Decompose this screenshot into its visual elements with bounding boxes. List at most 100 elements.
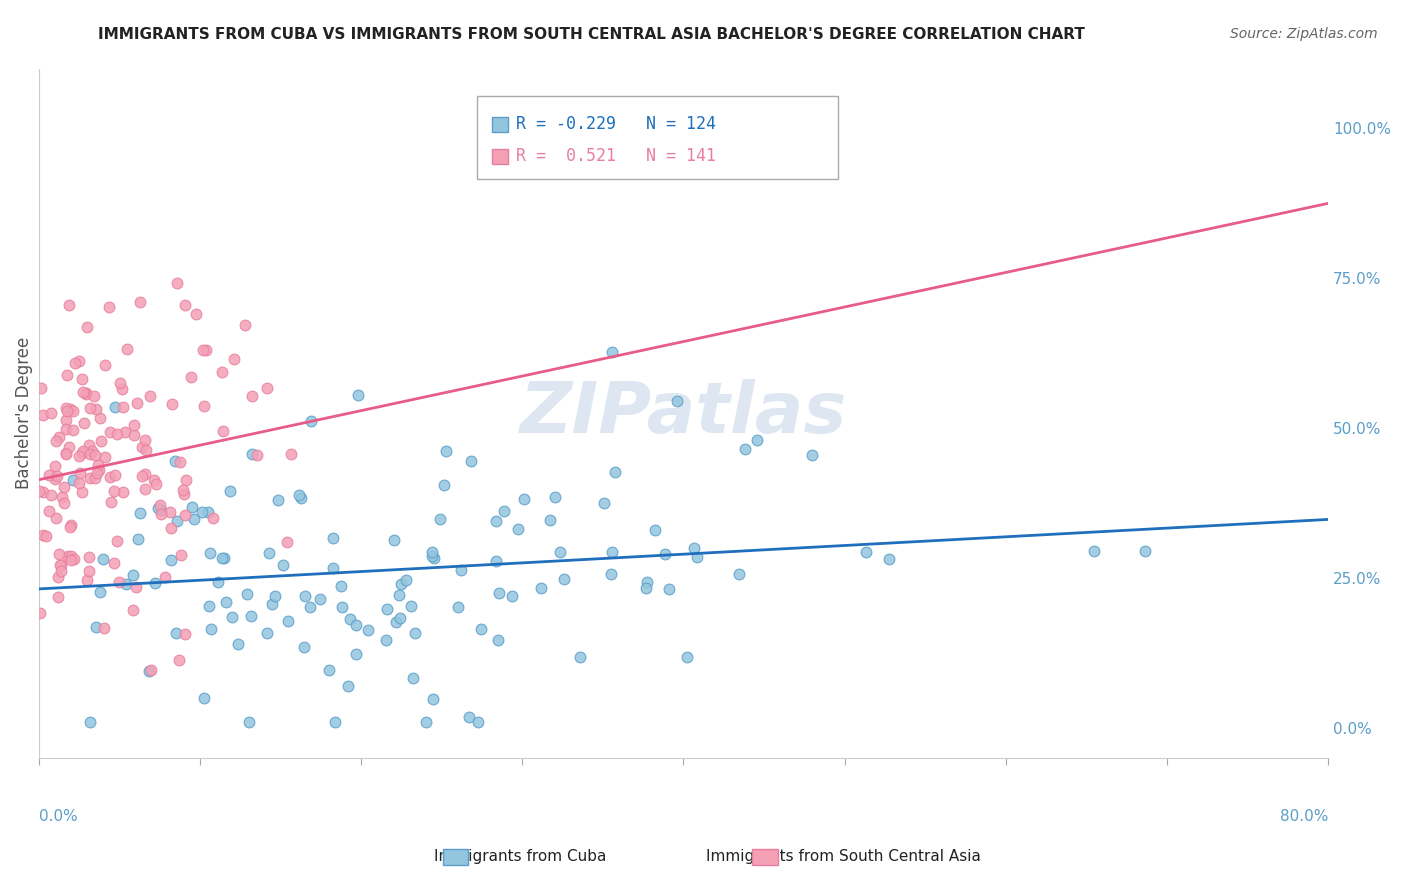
Point <box>544 491 567 505</box>
Point <box>69 466 91 480</box>
Point <box>197 505 219 519</box>
Point <box>79 438 101 452</box>
Point <box>59 519 82 533</box>
Point <box>52 480 75 494</box>
Point <box>399 599 422 613</box>
Point <box>62 473 84 487</box>
Point <box>149 498 172 512</box>
Point <box>212 551 235 566</box>
Point <box>485 554 508 568</box>
Point <box>404 626 426 640</box>
Point <box>264 589 287 603</box>
Point <box>434 444 457 458</box>
Point <box>568 650 591 665</box>
Text: IMMIGRANTS FROM CUBA VS IMMIGRANTS FROM SOUTH CENTRAL ASIA BACHELOR'S DEGREE COR: IMMIGRANTS FROM CUBA VS IMMIGRANTS FROM … <box>98 27 1085 42</box>
Text: R =  0.521   N = 141: R = 0.521 N = 141 <box>516 147 716 165</box>
Text: Source: ZipAtlas.com: Source: ZipAtlas.com <box>1230 27 1378 41</box>
Text: 0.0%: 0.0% <box>38 809 77 823</box>
Point <box>470 622 492 636</box>
Point <box>70 446 93 460</box>
FancyBboxPatch shape <box>492 117 508 132</box>
Point <box>181 500 204 514</box>
Point <box>56 549 79 563</box>
Point <box>159 521 181 535</box>
Point <box>800 448 823 462</box>
Point <box>67 449 90 463</box>
Point <box>97 300 120 314</box>
Point <box>38 467 60 482</box>
Point <box>67 354 90 368</box>
Point <box>402 671 425 685</box>
Point <box>233 318 256 333</box>
Point <box>384 533 406 547</box>
Point <box>644 523 666 537</box>
Point <box>55 446 77 460</box>
Point <box>375 633 398 648</box>
Point <box>91 551 114 566</box>
Point <box>138 389 160 403</box>
Point <box>202 511 225 525</box>
Point <box>165 626 187 640</box>
Point <box>420 545 443 559</box>
Text: R = -0.229   N = 124: R = -0.229 N = 124 <box>516 115 716 133</box>
Point <box>508 522 530 536</box>
Point <box>339 612 361 626</box>
Point <box>93 621 115 635</box>
Point <box>460 454 482 468</box>
Point <box>600 545 623 559</box>
Point <box>256 626 278 640</box>
Point <box>79 447 101 461</box>
Point <box>276 614 298 628</box>
Point <box>134 433 156 447</box>
Point <box>191 505 214 519</box>
Point <box>31 409 53 423</box>
Point <box>1083 544 1105 558</box>
Point <box>167 653 190 667</box>
Point <box>134 483 156 497</box>
Point <box>170 548 193 562</box>
Point <box>104 467 127 482</box>
Point <box>30 606 52 620</box>
Y-axis label: Bachelor's Degree: Bachelor's Degree <box>15 337 32 489</box>
Point <box>90 434 112 448</box>
Point <box>513 492 536 507</box>
Point <box>105 534 128 549</box>
Point <box>83 448 105 462</box>
Point <box>173 627 195 641</box>
Point <box>79 401 101 416</box>
Point <box>38 504 60 518</box>
Point <box>122 428 145 442</box>
Point <box>53 496 76 510</box>
Point <box>48 548 70 562</box>
Point <box>600 344 623 359</box>
Point <box>59 402 82 417</box>
Point <box>56 368 79 383</box>
Point <box>290 491 312 505</box>
Point <box>39 405 62 419</box>
Point <box>149 503 172 517</box>
Point <box>129 506 152 520</box>
Point <box>72 385 94 400</box>
Point <box>58 298 80 312</box>
Point <box>174 508 197 522</box>
Point <box>59 518 82 533</box>
Point <box>395 573 418 587</box>
Point <box>299 414 322 428</box>
Point <box>32 485 55 500</box>
Point <box>138 664 160 678</box>
Point <box>173 487 195 501</box>
Point <box>728 567 751 582</box>
Point <box>322 560 344 574</box>
Point <box>146 501 169 516</box>
Point <box>160 397 183 411</box>
Point <box>127 532 149 546</box>
Point <box>600 567 623 582</box>
Point <box>73 416 96 430</box>
Point <box>163 454 186 468</box>
Point <box>55 413 77 427</box>
Point <box>77 549 100 564</box>
Point <box>150 507 173 521</box>
Point <box>193 690 215 705</box>
Point <box>110 382 132 396</box>
Point <box>194 343 217 358</box>
